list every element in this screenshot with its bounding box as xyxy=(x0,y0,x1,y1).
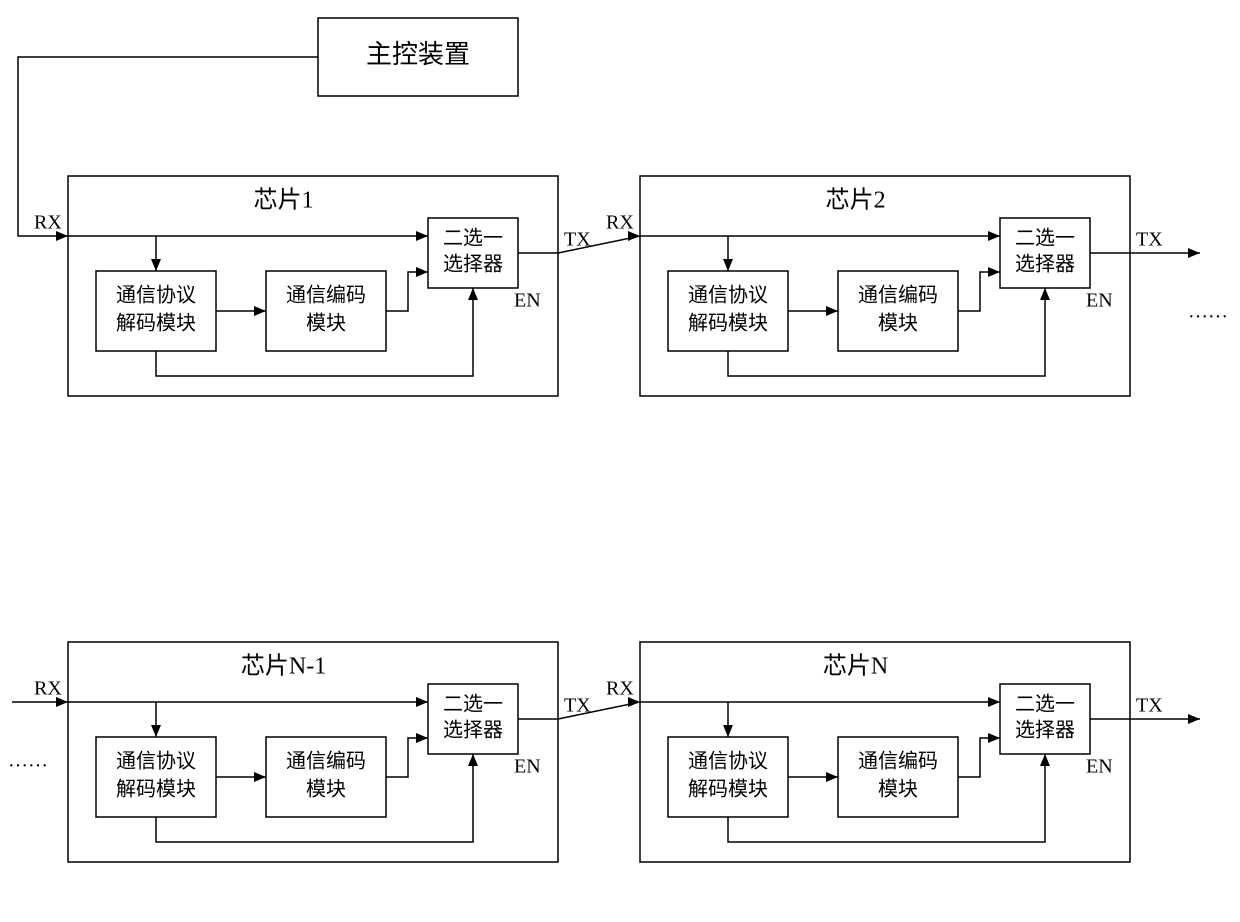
chip4-rx-label: RX xyxy=(606,678,634,700)
chip1-tx-label: TX xyxy=(564,229,591,251)
chip4-decode-l2: 解码模块 xyxy=(688,778,768,801)
chip1-encode-box xyxy=(266,271,386,351)
chip4-en-label: EN xyxy=(1086,756,1113,778)
chip2-en-label: EN xyxy=(1086,290,1113,312)
chip1-mux-l1: 二选一 xyxy=(443,227,503,250)
block-diagram-canvas: 主控装置芯片1通信协议解码模块通信编码模块二选一选择器EN芯片2通信协议解码模块… xyxy=(0,0,1240,922)
chip3-mux-l1: 二选一 xyxy=(443,693,503,716)
chip2-mux-l1: 二选一 xyxy=(1015,227,1075,250)
chip1-decode-l1: 通信协议 xyxy=(116,284,196,307)
chip4-mux-l1: 二选一 xyxy=(1015,693,1075,716)
chip3-encode-l1: 通信编码 xyxy=(286,750,366,773)
chip3-decode-box xyxy=(96,737,216,817)
chip4-encode-l1: 通信编码 xyxy=(858,750,938,773)
chip4-encode-box xyxy=(838,737,958,817)
chip1-decode-box xyxy=(96,271,216,351)
chip2-title: 芯片2 xyxy=(826,187,886,214)
chip3-en-label: EN xyxy=(514,756,541,778)
chip3-decode-l2: 解码模块 xyxy=(116,778,196,801)
chip1-en-label: EN xyxy=(514,290,541,312)
master-controller-label: 主控装置 xyxy=(366,40,470,69)
chip4-tx-label: TX xyxy=(1136,695,1163,717)
chip4-decode-l1: 通信协议 xyxy=(688,750,768,773)
chip1-decode-l2: 解码模块 xyxy=(116,312,196,335)
chip1-rx-label: RX xyxy=(34,212,62,234)
chip4-mux-l2: 选择器 xyxy=(1015,719,1075,742)
chip4-encode-l2: 模块 xyxy=(878,778,918,801)
ellipsis-top-right: …… xyxy=(1188,301,1228,323)
chip2-encode-l1: 通信编码 xyxy=(858,284,938,307)
chip3-mux-l2: 选择器 xyxy=(443,719,503,742)
chip4-decode-box xyxy=(668,737,788,817)
chip3-encode-l2: 模块 xyxy=(306,778,346,801)
chip2-mux-l2: 选择器 xyxy=(1015,253,1075,276)
chip3-encode-box xyxy=(266,737,386,817)
chip3-decode-l1: 通信协议 xyxy=(116,750,196,773)
chip3-title: 芯片N-1 xyxy=(241,653,326,680)
chip2-rx-label: RX xyxy=(606,212,634,234)
chip4-title: 芯片N xyxy=(823,653,888,680)
chip3-rx-label: RX xyxy=(34,678,62,700)
chip2-encode-box xyxy=(838,271,958,351)
chip2-decode-box xyxy=(668,271,788,351)
chip2-encode-l2: 模块 xyxy=(878,312,918,335)
chip3-tx-label: TX xyxy=(564,695,591,717)
chip1-encode-l2: 模块 xyxy=(306,312,346,335)
chip1-title: 芯片1 xyxy=(254,187,314,214)
chip1-encode-l1: 通信编码 xyxy=(286,284,366,307)
chip1-mux-l2: 选择器 xyxy=(443,253,503,276)
chip2-tx-label: TX xyxy=(1136,229,1163,251)
ellipsis-bottom-left: …… xyxy=(8,750,48,772)
chip2-decode-l1: 通信协议 xyxy=(688,284,768,307)
chip2-decode-l2: 解码模块 xyxy=(688,312,768,335)
